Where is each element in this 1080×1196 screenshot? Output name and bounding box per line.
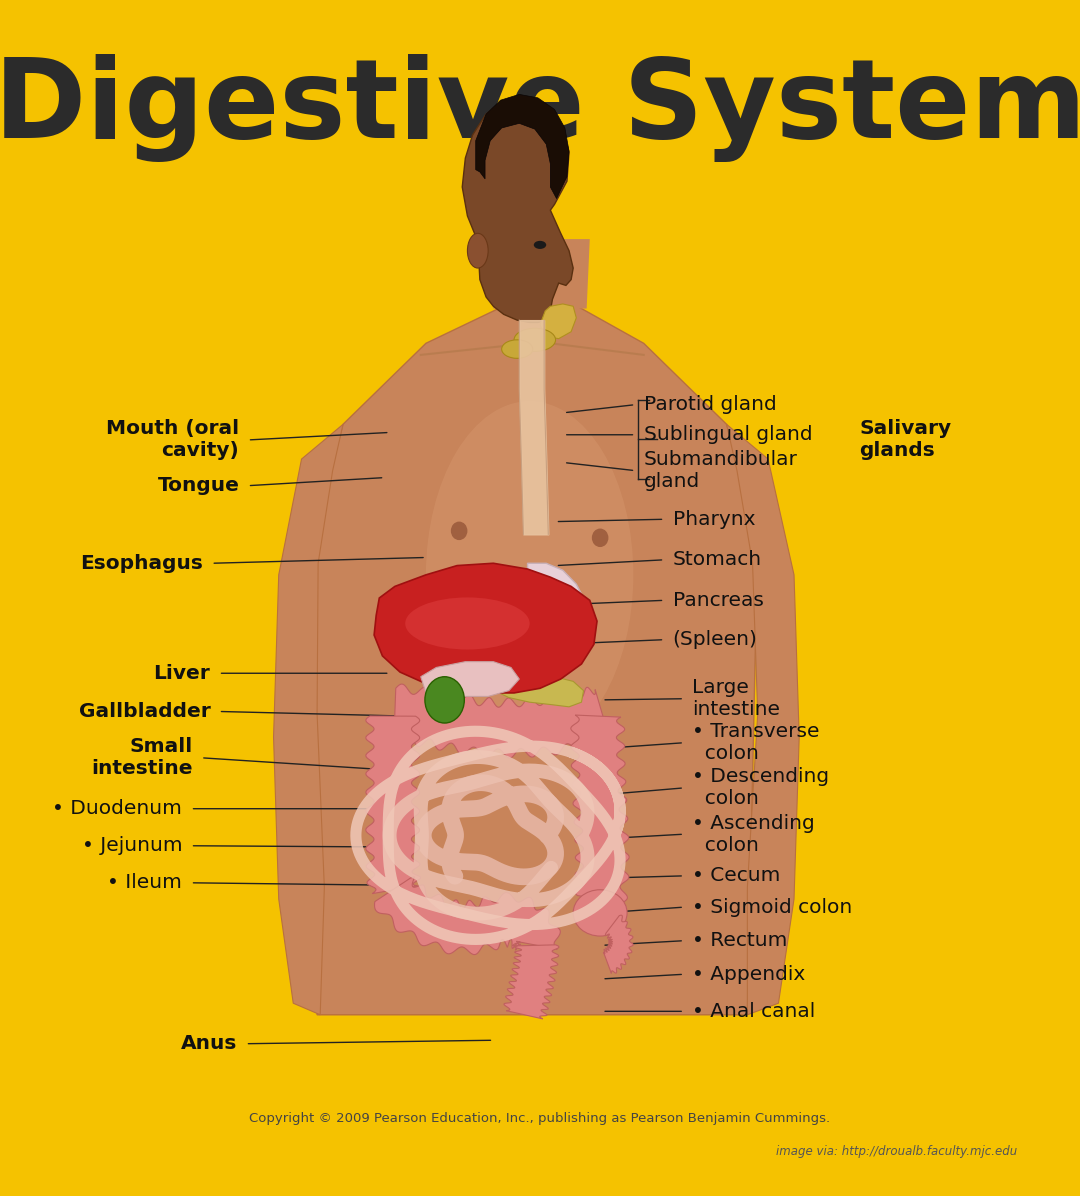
Text: Stomach: Stomach [673,550,761,569]
Ellipse shape [573,890,627,936]
Text: Liver: Liver [153,664,211,683]
Polygon shape [604,915,633,974]
Polygon shape [504,945,559,1019]
Polygon shape [462,100,573,323]
Ellipse shape [524,684,536,702]
Text: Salivary
glands: Salivary glands [860,419,951,460]
Polygon shape [490,239,590,309]
Text: Mouth (oral
cavity): Mouth (oral cavity) [106,420,240,460]
Text: Small
intestine: Small intestine [91,737,192,779]
Text: Tongue: Tongue [158,476,240,495]
Text: • Cecum: • Cecum [692,866,781,885]
Text: image via: http://droualb.faculty.mjc.edu: image via: http://droualb.faculty.mjc.ed… [775,1145,1017,1158]
Text: Anus: Anus [180,1035,238,1054]
Text: • Appendix: • Appendix [692,965,806,984]
Polygon shape [475,94,569,199]
Text: Pharynx: Pharynx [673,509,755,529]
Polygon shape [495,675,583,707]
Text: Sublingual gland: Sublingual gland [644,426,812,444]
Ellipse shape [501,340,532,359]
Text: Large
intestine: Large intestine [692,678,781,719]
Text: Copyright © 2009 Pearson Education, Inc., publishing as Pearson Benjamin Cumming: Copyright © 2009 Pearson Education, Inc.… [249,1112,831,1125]
Polygon shape [394,684,609,758]
Ellipse shape [424,677,464,724]
Text: Submandibular
gland: Submandibular gland [644,450,797,492]
Ellipse shape [426,401,633,749]
Text: • Jejunum: • Jejunum [82,836,183,855]
Polygon shape [375,877,561,954]
Text: Parotid gland: Parotid gland [644,395,777,414]
Ellipse shape [405,598,529,649]
Text: Digestive System: Digestive System [0,54,1080,161]
Text: Esophagus: Esophagus [80,554,203,573]
Text: • Rectum: • Rectum [692,932,787,950]
Circle shape [450,521,468,541]
Text: Gallbladder: Gallbladder [79,702,211,721]
Ellipse shape [514,328,555,352]
Text: • Anal canal: • Anal canal [692,1002,815,1021]
Text: • Duodenum: • Duodenum [53,799,183,818]
Polygon shape [571,715,630,903]
Text: Pancreas: Pancreas [673,591,764,610]
Text: • Transverse
  colon: • Transverse colon [692,722,820,763]
Polygon shape [374,563,597,692]
Polygon shape [540,304,577,338]
Polygon shape [421,661,519,696]
Text: (Spleen): (Spleen) [673,630,757,649]
Text: • Ileum: • Ileum [107,873,183,892]
Polygon shape [488,563,590,689]
Polygon shape [366,716,421,893]
Circle shape [592,529,608,547]
Polygon shape [312,286,758,1014]
Ellipse shape [534,240,546,249]
Polygon shape [273,425,343,1014]
Polygon shape [727,425,799,1014]
Text: • Descending
  colon: • Descending colon [692,768,829,808]
Text: • Ascending
  colon: • Ascending colon [692,813,815,855]
Ellipse shape [468,233,488,268]
Text: • Sigmoid colon: • Sigmoid colon [692,898,852,916]
